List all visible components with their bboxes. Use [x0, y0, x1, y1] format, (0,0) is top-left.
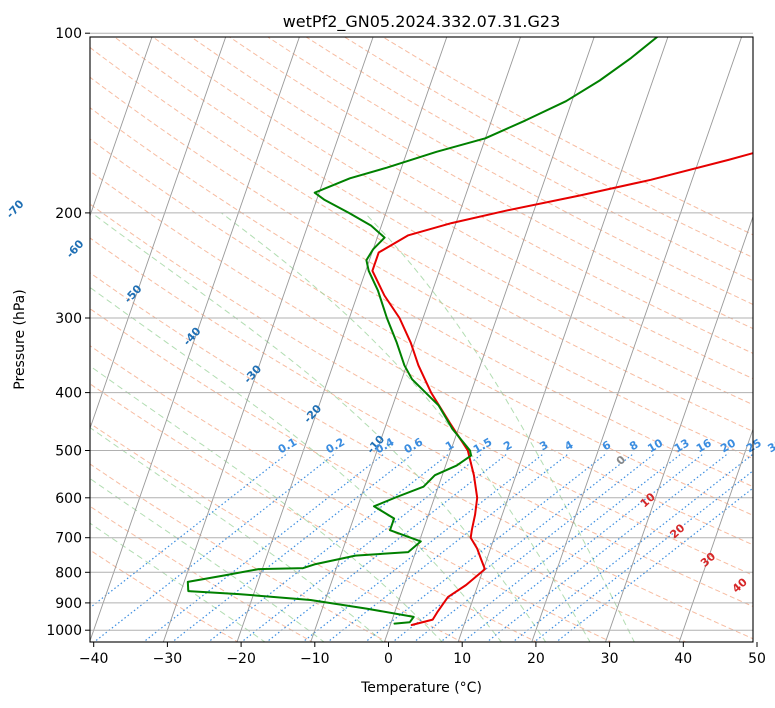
x-axis-label: Temperature (°C): [360, 680, 482, 696]
chart-title: wetPf2_GN05.2024.332.07.31.G23: [283, 12, 561, 32]
y-tick-label: 800: [55, 565, 82, 581]
moist-adiabat: [364, 212, 635, 642]
mixing-ratio-line: [461, 452, 705, 642]
y-tick-label: 900: [55, 596, 82, 612]
mixing-ratio-line: [485, 452, 729, 642]
moist-adiabat: [90, 365, 443, 642]
dry-adiabat: [266, 37, 753, 305]
y-axis-label: Pressure (hPa): [12, 289, 28, 389]
x-tick-label: 40: [674, 651, 692, 667]
moist-adiabat: [91, 212, 547, 642]
mixing-ratio-line: [301, 452, 545, 642]
dry-adiabat: [90, 237, 753, 608]
y-tick-label: 200: [55, 206, 82, 222]
isotherm-line: [90, 37, 153, 218]
dry-adiabat: [90, 549, 239, 642]
mixing-ratio-line: [93, 452, 337, 642]
mixing-ratio-line: [90, 452, 289, 609]
moist-adiabat: [90, 286, 502, 642]
moist-adiabat: [90, 477, 325, 642]
pressure-gridlines: [90, 32, 753, 631]
mixing-ratio-line: [171, 452, 415, 642]
y-tick-label: 100: [55, 26, 82, 42]
y-tick-label: 700: [55, 531, 82, 547]
isotherm-line: [90, 37, 227, 430]
x-tick-label: −20: [226, 651, 256, 667]
dewpoint-profile: [186, 37, 659, 625]
x-tick-label: 10: [453, 651, 471, 667]
x-tick-label: 20: [527, 651, 545, 667]
dry-adiabat: [90, 203, 753, 576]
isotherm-line: [0, 33, 6, 643]
isotherm-line: [310, 37, 521, 642]
y-tick-label: 500: [55, 444, 82, 460]
mixing-ratio-line: [533, 470, 753, 642]
y-axis: 100 200 300 400 500 600 700 800 900 1000: [46, 26, 90, 639]
isotherm-line: [531, 37, 743, 642]
isotherm-label: -70: [4, 197, 27, 221]
mixing-ratio-line: [142, 452, 386, 642]
isotherm-line: [752, 640, 753, 642]
x-axis: −40 −30 −20 −10 0 10 20 30 40 50: [79, 642, 766, 667]
mixing-ratio-line: [364, 452, 608, 642]
isotherm-label: -60: [64, 237, 87, 261]
dry-adiabat: [90, 46, 753, 432]
y-tick-label: 300: [55, 311, 82, 327]
dry-adiabat: [305, 37, 753, 282]
x-tick-label: −30: [153, 651, 183, 667]
isotherm-line: [162, 37, 374, 642]
isotherm-line: [678, 427, 753, 642]
plot-frame: [89, 36, 754, 643]
mixing-ratio-line: [413, 452, 656, 642]
wetbulb-curve: [0, 33, 1, 643]
dry-adiabat: [90, 383, 538, 642]
dry-adiabat: [228, 37, 753, 330]
wetbulb-curve: [0, 33, 61, 643]
mixing-ratio-line: [207, 452, 451, 642]
isotherm-line: [457, 37, 669, 642]
dry-adiabat: [90, 138, 753, 516]
moist-adiabat: [90, 426, 384, 642]
dry-adiabat: [90, 308, 688, 642]
isotherm-line: [90, 37, 300, 642]
dry-adiabat: [90, 76, 753, 460]
dry-adiabat: [90, 345, 613, 642]
dry-adiabat: [90, 422, 463, 642]
x-tick-label: 50: [748, 651, 766, 667]
mixing-ratio-line: [326, 452, 570, 642]
temperature-profile: [371, 152, 753, 626]
mixing-ratio-line: [511, 453, 753, 642]
sounding-profiles: [186, 37, 753, 626]
x-tick-label: −10: [300, 651, 330, 667]
x-tick-label: 0: [384, 651, 393, 667]
mixing-ratio-line: [391, 452, 635, 642]
mixing-ratio-label: 30: [765, 436, 775, 455]
isotherm-line: [236, 37, 448, 642]
x-tick-label: −40: [79, 651, 109, 667]
y-tick-label: 1000: [46, 623, 82, 639]
background-lines: [0, 33, 753, 643]
y-tick-label: 600: [55, 491, 82, 507]
y-tick-label: 400: [55, 386, 82, 402]
mixing-ratio-line: [265, 452, 509, 642]
mixing-ratio-line: [240, 452, 484, 642]
x-tick-label: 30: [601, 651, 619, 667]
moist-adiabat: [220, 212, 591, 642]
mixing-ratio-line: [439, 452, 683, 642]
dry-adiabat: [90, 107, 753, 488]
isotherm-line: [605, 215, 753, 642]
